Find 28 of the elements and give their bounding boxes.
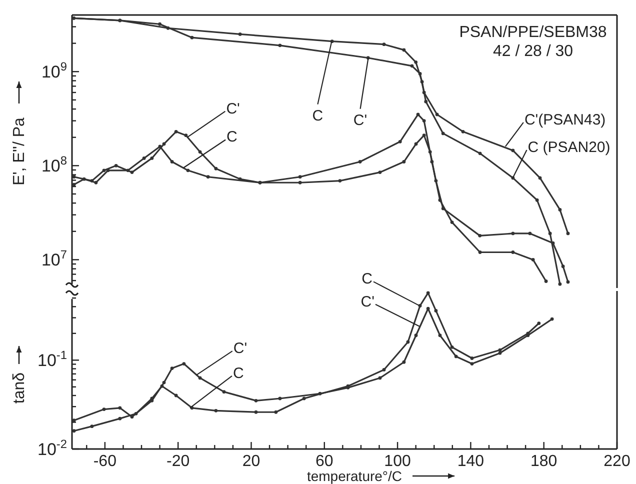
y-tick-label: 10$^{9}$	[41, 60, 68, 82]
annotation: C	[226, 128, 238, 146]
annotation: C'	[353, 112, 368, 129]
x-tick-label: 180	[530, 453, 558, 470]
x-tick-label: -60	[93, 453, 117, 470]
x-tick-label: -20	[166, 453, 190, 470]
y-tick-label: 10$^{-2}$	[38, 437, 68, 459]
annotation: C'	[233, 340, 248, 358]
annotation: C (PSAN20)	[528, 138, 610, 156]
annotation: C'(PSAN43)	[524, 111, 606, 128]
annotation: C	[312, 107, 324, 124]
annotation: C'	[360, 293, 375, 310]
y-tick-label: 10$^{-1}$	[38, 348, 68, 370]
y-axis-title: tanδ	[11, 372, 28, 404]
x-tick-label: 140	[457, 453, 484, 470]
y-tick-label: 10$^{7}$	[41, 248, 68, 270]
annotation: C	[362, 270, 373, 288]
annotation: 42 / 28 / 30	[492, 43, 574, 60]
x-tick-label: 220	[604, 453, 630, 470]
annotation: C'	[226, 100, 240, 118]
annotation: PSAN/PPE/SEBM38	[459, 24, 607, 41]
y-tick-label: 10$^{8}$	[41, 154, 68, 176]
x-tick-label: 100	[384, 453, 411, 470]
annotation: C	[232, 364, 244, 382]
x-tick-label: 60	[315, 453, 334, 470]
x-tick-label: 20	[242, 453, 260, 470]
x-axis-title: temperature°/C	[306, 468, 402, 484]
y-axis-title: E', E''/ Pa	[11, 117, 28, 186]
